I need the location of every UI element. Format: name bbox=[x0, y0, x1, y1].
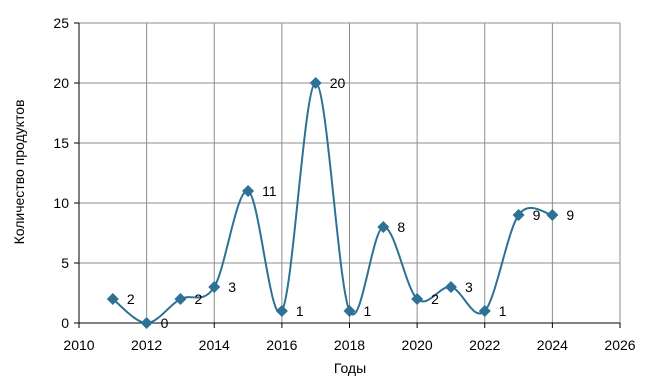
data-point bbox=[343, 305, 356, 317]
x-axis-title: Годы bbox=[334, 360, 366, 376]
data-label: 2 bbox=[194, 291, 202, 307]
data-point bbox=[546, 209, 559, 221]
data-label: 2 bbox=[127, 291, 135, 307]
axes bbox=[74, 22, 621, 328]
data-label: 9 bbox=[566, 207, 574, 223]
data-label: 2 bbox=[431, 291, 439, 307]
data-point bbox=[208, 281, 221, 293]
y-tick-label: 10 bbox=[53, 195, 69, 211]
x-tick-labels: 2010 2012 2014 2016 2018 2020 2022 2024 2026 bbox=[63, 337, 635, 353]
y-axis-title: Количество продуктов bbox=[11, 100, 27, 245]
data-point bbox=[106, 293, 119, 305]
data-label: 1 bbox=[296, 303, 304, 319]
y-tick-label: 25 bbox=[53, 15, 69, 31]
data-point bbox=[242, 185, 255, 197]
data-label: 0 bbox=[161, 315, 169, 331]
y-tick-label: 0 bbox=[61, 315, 69, 331]
data-point bbox=[512, 209, 525, 221]
data-label: 1 bbox=[499, 303, 507, 319]
data-label: 3 bbox=[228, 279, 236, 295]
data-label: 9 bbox=[533, 207, 541, 223]
data-label: 20 bbox=[330, 75, 346, 91]
data-label: 8 bbox=[397, 219, 405, 235]
data-point bbox=[309, 77, 322, 89]
x-tick-label: 2014 bbox=[199, 337, 230, 353]
x-tick-label: 2018 bbox=[334, 337, 365, 353]
y-tick-label: 5 bbox=[61, 255, 69, 271]
series-line bbox=[112, 81, 553, 325]
x-tick-label: 2026 bbox=[604, 337, 635, 353]
data-point bbox=[377, 221, 390, 233]
data-point bbox=[174, 293, 187, 305]
data-point bbox=[478, 305, 491, 317]
data-point bbox=[140, 317, 153, 329]
x-tick-label: 2012 bbox=[131, 337, 162, 353]
data-point bbox=[444, 281, 457, 293]
data-markers bbox=[106, 77, 559, 329]
data-label: 1 bbox=[364, 303, 372, 319]
x-tick-label: 2024 bbox=[537, 337, 568, 353]
data-label: 3 bbox=[465, 279, 473, 295]
y-tick-label: 15 bbox=[53, 135, 69, 151]
x-tick-label: 2022 bbox=[469, 337, 500, 353]
y-tick-labels: 0 5 10 15 20 25 bbox=[53, 15, 69, 331]
grid bbox=[78, 22, 621, 324]
x-tick-label: 2010 bbox=[63, 337, 94, 353]
x-tick-label: 2020 bbox=[402, 337, 433, 353]
data-label: 11 bbox=[262, 183, 277, 199]
y-tick-label: 20 bbox=[53, 75, 69, 91]
data-point bbox=[411, 293, 424, 305]
data-point bbox=[275, 305, 288, 317]
x-tick-label: 2016 bbox=[266, 337, 297, 353]
